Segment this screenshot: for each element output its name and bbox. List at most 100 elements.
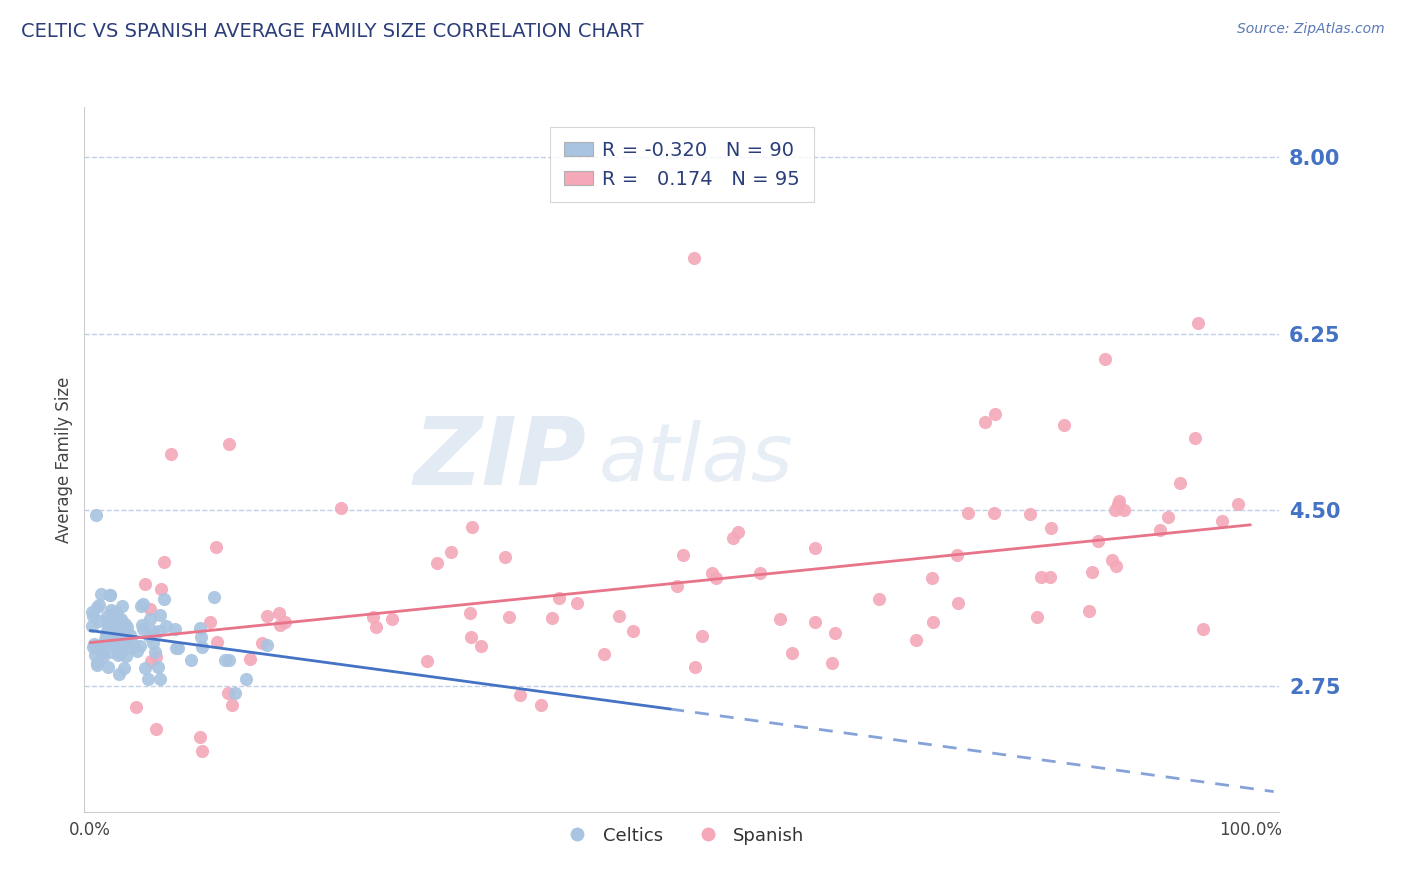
Point xyxy=(96,609,118,624)
Point xyxy=(1211,514,1233,528)
Point xyxy=(1053,418,1076,433)
Point xyxy=(118,628,141,642)
Point xyxy=(132,623,155,637)
Point xyxy=(188,621,211,635)
Point xyxy=(110,621,132,635)
Point xyxy=(108,667,131,681)
Point xyxy=(107,613,129,627)
Point xyxy=(98,588,121,602)
Point xyxy=(704,571,727,585)
Point xyxy=(239,652,262,666)
Point xyxy=(89,614,111,628)
Point xyxy=(621,624,644,639)
Point xyxy=(87,598,110,612)
Point xyxy=(142,636,165,650)
Point xyxy=(91,650,114,665)
Point xyxy=(1018,507,1040,521)
Point xyxy=(202,591,225,605)
Point xyxy=(82,609,104,624)
Point xyxy=(671,549,693,563)
Point xyxy=(1105,559,1128,574)
Point xyxy=(1157,509,1180,524)
Point xyxy=(461,520,484,534)
Point xyxy=(107,641,129,656)
Point xyxy=(957,507,980,521)
Point xyxy=(984,407,1007,421)
Point xyxy=(690,629,713,643)
Point xyxy=(218,437,240,451)
Point xyxy=(153,592,176,607)
Point xyxy=(946,548,969,562)
Point xyxy=(136,672,159,686)
Point xyxy=(143,645,166,659)
Legend: Celtics, Spanish: Celtics, Spanish xyxy=(553,820,811,852)
Point xyxy=(540,611,562,625)
Point xyxy=(96,615,118,629)
Point xyxy=(115,620,138,634)
Point xyxy=(1191,622,1213,636)
Point xyxy=(1094,351,1116,366)
Point xyxy=(132,597,155,611)
Point xyxy=(110,638,132,652)
Point xyxy=(567,597,589,611)
Point xyxy=(361,610,384,624)
Point xyxy=(125,699,148,714)
Point xyxy=(121,640,143,655)
Point xyxy=(91,644,114,658)
Point xyxy=(824,626,846,640)
Point xyxy=(593,647,616,661)
Point xyxy=(1187,317,1209,331)
Point xyxy=(1078,604,1101,618)
Point xyxy=(138,601,160,615)
Point xyxy=(218,653,240,667)
Point xyxy=(139,654,162,668)
Point xyxy=(149,673,172,687)
Point xyxy=(509,689,531,703)
Point xyxy=(83,637,105,651)
Point xyxy=(530,698,553,712)
Point xyxy=(974,415,997,429)
Point xyxy=(90,640,112,654)
Text: CELTIC VS SPANISH AVERAGE FAMILY SIZE CORRELATION CHART: CELTIC VS SPANISH AVERAGE FAMILY SIZE CO… xyxy=(21,22,644,41)
Point xyxy=(86,600,108,615)
Point xyxy=(364,620,387,634)
Point xyxy=(94,635,117,649)
Point xyxy=(114,661,136,675)
Point xyxy=(256,638,278,652)
Point xyxy=(190,640,212,655)
Point xyxy=(458,606,481,620)
Point xyxy=(548,591,571,606)
Point xyxy=(84,508,107,522)
Point xyxy=(214,653,236,667)
Point xyxy=(100,603,122,617)
Point xyxy=(146,660,169,674)
Point xyxy=(105,613,128,627)
Point xyxy=(905,633,928,648)
Point xyxy=(460,630,482,644)
Point xyxy=(155,619,177,633)
Point xyxy=(107,648,129,662)
Point xyxy=(82,640,104,654)
Point xyxy=(1101,553,1123,567)
Point xyxy=(131,599,153,613)
Point xyxy=(1184,431,1206,445)
Point xyxy=(868,592,890,607)
Point xyxy=(821,656,844,670)
Point xyxy=(134,577,156,591)
Point xyxy=(205,635,228,649)
Point xyxy=(111,632,134,647)
Point xyxy=(498,610,520,624)
Point xyxy=(93,632,115,646)
Point xyxy=(108,616,131,631)
Point xyxy=(150,582,173,596)
Point xyxy=(769,612,792,626)
Point xyxy=(82,619,104,633)
Point xyxy=(235,672,257,686)
Point xyxy=(440,545,463,559)
Point xyxy=(101,615,124,629)
Point xyxy=(165,641,187,656)
Point xyxy=(330,501,353,516)
Point xyxy=(1104,503,1126,517)
Point xyxy=(125,643,148,657)
Point xyxy=(149,608,172,623)
